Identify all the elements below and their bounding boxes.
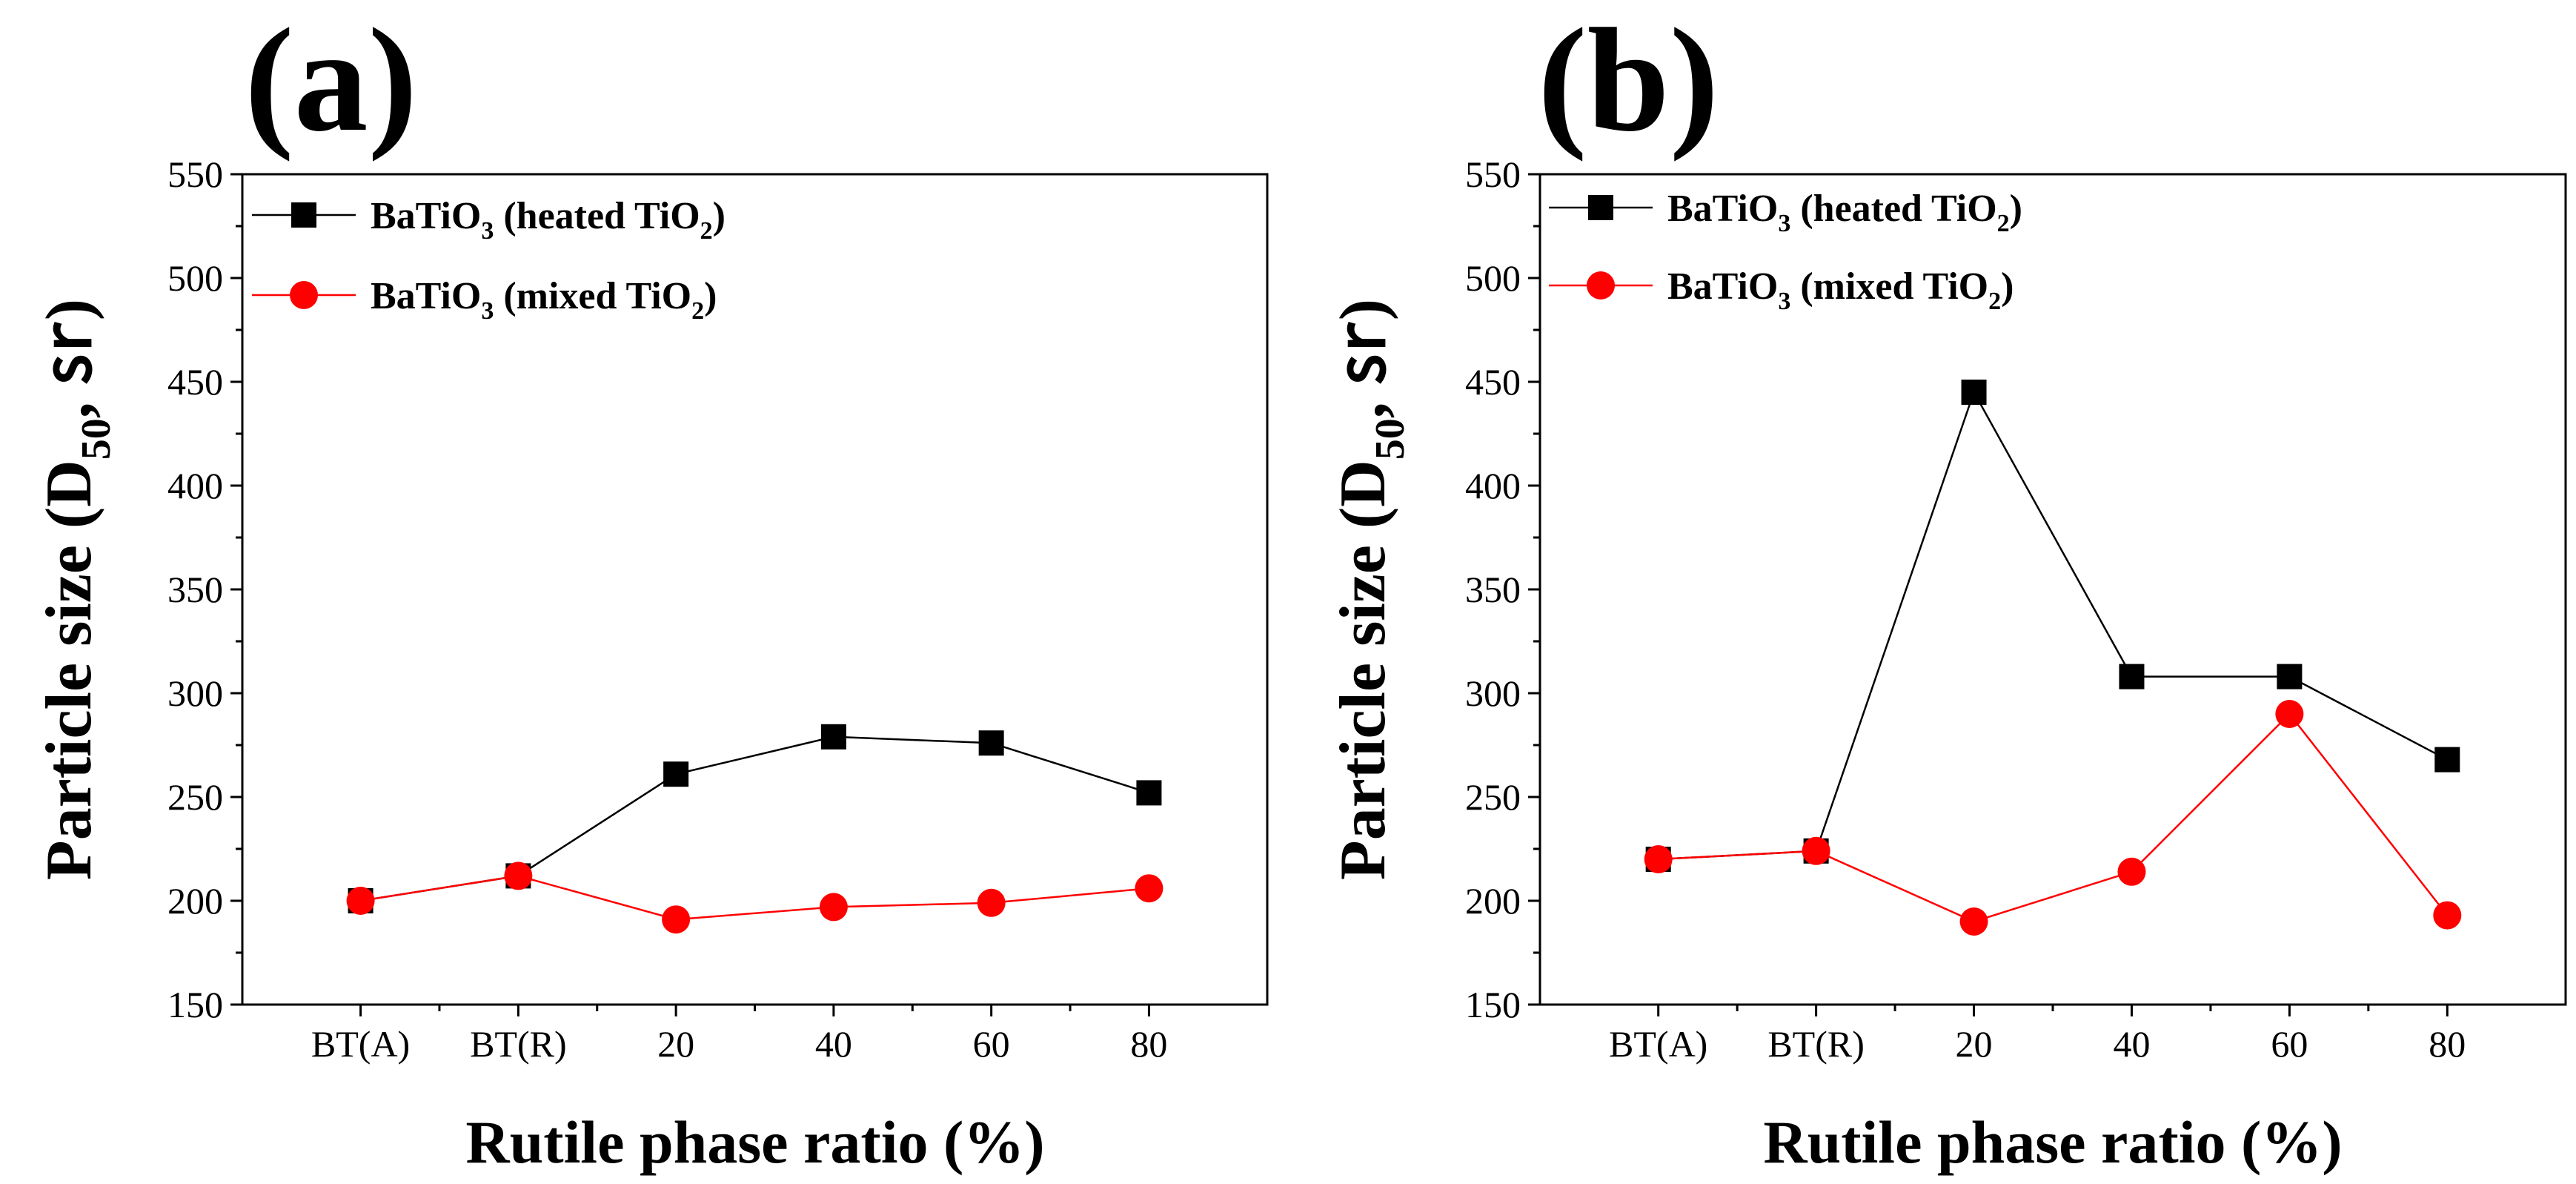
y-tick-label: 550 [167, 153, 223, 195]
y-axis-title-tail: , ㏛) [1327, 299, 1399, 418]
legend-text-part: ) [2010, 188, 2022, 230]
data-point-mixed [2433, 901, 2462, 930]
y-tick-label: 250 [1465, 776, 1521, 818]
data-point-heated [1136, 780, 1162, 806]
y-tick-label: 450 [1465, 361, 1521, 403]
y-tick-label: 400 [167, 465, 223, 506]
x-tick-label: 80 [1130, 1023, 1167, 1065]
y-tick-label: 400 [1465, 465, 1521, 506]
y-tick-label: 350 [167, 569, 223, 610]
legend-text-part: (mixed TiO [494, 275, 691, 317]
legend-marker-square [291, 202, 316, 228]
data-point-heated [820, 724, 846, 750]
legend-subscript: 3 [1778, 210, 1790, 237]
legend-text-part: ) [2001, 265, 2014, 308]
data-point-mixed [1959, 907, 1988, 936]
y-tick-label: 500 [167, 257, 223, 299]
series-line-heated [360, 735, 1149, 902]
x-tick-label: 20 [657, 1023, 694, 1065]
legend-label: BaTiO3 (mixed TiO2) [371, 275, 717, 325]
legend-subscript: 3 [1778, 288, 1790, 315]
legend-text-part: (heated TiO [1790, 188, 1996, 230]
legend-text-part: (heated TiO [494, 195, 700, 237]
y-axis-title-main: Particle size (D [1327, 460, 1399, 880]
legend-subscript: 2 [691, 297, 704, 325]
legend-subscript: 3 [481, 217, 494, 245]
x-tick-label: 80 [2429, 1023, 2466, 1065]
legend-text-part: BaTiO [1667, 265, 1778, 308]
y-axis-title-subscript: 50 [1367, 418, 1413, 460]
y-tick-label: 200 [1465, 880, 1521, 922]
data-point-mixed [2275, 700, 2304, 728]
y-tick-label: 300 [1465, 672, 1521, 714]
x-tick-label: BT(A) [1609, 1023, 1707, 1065]
x-tick-label: 40 [2113, 1023, 2150, 1065]
legend-subscript: 2 [700, 217, 713, 245]
series-line-mixed [360, 875, 1149, 921]
x-tick-label: BT(R) [1767, 1023, 1865, 1065]
legend-marker-circle [1587, 271, 1615, 300]
data-point-mixed [504, 861, 533, 890]
y-tick-label: 450 [167, 361, 223, 403]
legend-text-part: ) [704, 275, 717, 317]
data-point-heated [2277, 664, 2303, 689]
data-point-mixed [346, 887, 375, 915]
y-axis-title-main: Particle size (D [33, 460, 105, 880]
x-tick-label: 20 [1956, 1023, 1993, 1065]
x-tick-label: BT(A) [311, 1023, 410, 1065]
legend-text-part: BaTiO [1667, 188, 1778, 230]
data-point-mixed [1802, 836, 1830, 865]
legend-marker-circle [290, 281, 318, 309]
legend-text-part: BaTiO [371, 275, 481, 317]
y-axis-title: Particle size (D50, ㏛) [33, 299, 119, 880]
data-point-heated [663, 761, 689, 787]
legend-subscript: 2 [1988, 288, 2001, 315]
x-tick-label: BT(R) [470, 1023, 567, 1065]
data-point-mixed [977, 888, 1006, 917]
series-line-mixed [1658, 712, 2449, 923]
y-tick-label: 500 [1465, 257, 1521, 299]
panel-label: (a) [245, 0, 417, 162]
data-point-mixed [2117, 857, 2146, 886]
data-point-mixed [819, 893, 848, 922]
data-point-heated [2434, 747, 2460, 773]
y-tick-label: 150 [1465, 984, 1521, 1025]
legend-subscript: 2 [1997, 210, 2010, 237]
data-point-mixed [1135, 874, 1163, 903]
x-tick-label: 60 [973, 1023, 1010, 1065]
x-axis-title: Rutile phase ratio (%) [1763, 1108, 2342, 1176]
x-tick-label: 60 [2271, 1023, 2308, 1065]
y-tick-label: 200 [167, 880, 223, 922]
y-tick-label: 550 [1465, 153, 1521, 195]
legend-label: BaTiO3 (heated TiO2) [371, 195, 726, 245]
data-point-mixed [662, 905, 691, 934]
data-point-heated [978, 730, 1004, 756]
data-point-heated [2119, 664, 2145, 689]
y-axis-title: Particle size (D50, ㏛) [1327, 299, 1413, 880]
legend-text-part: (mixed TiO [1790, 265, 1988, 308]
data-point-mixed [1644, 845, 1673, 873]
legend-label: BaTiO3 (heated TiO2) [1667, 188, 2022, 237]
data-point-heated [1961, 380, 1987, 405]
legend-text-part: BaTiO [371, 195, 481, 237]
y-tick-label: 350 [1465, 569, 1521, 610]
y-tick-label: 300 [167, 672, 223, 714]
legend-subscript: 3 [481, 297, 494, 325]
series-line-heated [1658, 389, 2448, 861]
panel-label: (b) [1538, 0, 1719, 162]
x-axis-title: Rutile phase ratio (%) [465, 1108, 1044, 1176]
legend-marker-square [1588, 195, 1613, 220]
y-axis-title-tail: , ㏛) [33, 299, 105, 418]
x-tick-label: 40 [815, 1023, 852, 1065]
legend-label: BaTiO3 (mixed TiO2) [1667, 265, 2014, 315]
legend-text-part: ) [713, 195, 726, 237]
y-axis-title-subscript: 50 [73, 418, 119, 460]
y-tick-label: 250 [167, 776, 223, 818]
y-tick-label: 150 [167, 984, 223, 1025]
